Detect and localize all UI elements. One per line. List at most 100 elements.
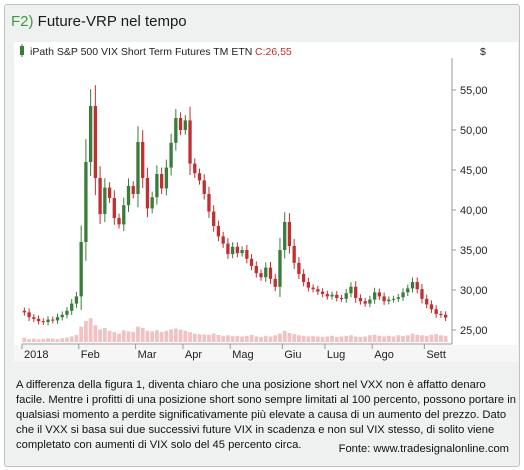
volume-bar (230, 336, 235, 342)
volume-bar (320, 336, 325, 342)
candle-body (368, 299, 372, 304)
candle-body (98, 178, 102, 214)
volume-bar (268, 336, 273, 342)
candle-body (443, 314, 448, 318)
candle-body (278, 250, 282, 287)
candle-body (240, 250, 244, 254)
volume-bar (415, 334, 420, 342)
volume-bar (197, 334, 202, 342)
volume-bar (344, 335, 349, 342)
volume-bar (221, 335, 226, 342)
volume-bar (287, 333, 292, 342)
volume-bar (211, 333, 216, 342)
candle-body (264, 267, 268, 278)
volume-bar (93, 325, 98, 342)
volume-bar (240, 336, 244, 342)
volume-bar (282, 330, 287, 342)
volume-bar (79, 326, 84, 342)
candle-body (107, 187, 112, 198)
volume-bar (278, 333, 282, 342)
candle-body (207, 194, 211, 212)
candle-body (283, 222, 287, 250)
volume-bar (150, 331, 155, 342)
legend-last-value: C:26,55 (255, 46, 292, 58)
candle-body (88, 106, 93, 162)
candle-body (202, 180, 206, 194)
volume-bar (325, 336, 330, 342)
source-credit: Fonte: www.tradesignalonline.com (338, 443, 509, 455)
candle-body (230, 246, 235, 254)
candle-body (287, 222, 292, 246)
candle-body (169, 142, 173, 168)
volume-bar (22, 337, 27, 342)
volume-bar (424, 335, 429, 342)
candle-body (387, 299, 391, 302)
candle-body (197, 173, 202, 181)
candle-body (41, 321, 45, 323)
x-tick-label: 2018 (24, 349, 48, 361)
candle-body (339, 298, 344, 299)
volume-bar (126, 331, 131, 342)
candle-body (429, 304, 434, 310)
volume-bar (117, 333, 121, 342)
candle-body (183, 120, 187, 130)
volume-bar (74, 335, 79, 342)
volume-bar (434, 334, 439, 342)
candle-body (55, 317, 60, 321)
candle-body (84, 162, 88, 242)
candle-body (131, 186, 135, 194)
volume-bar (136, 326, 140, 342)
volume-bar (202, 334, 207, 342)
volume-bar (65, 337, 69, 342)
candle-body (335, 294, 339, 298)
candle-body (74, 296, 79, 304)
volume-bar (349, 335, 353, 342)
candle-body (415, 282, 419, 290)
volume-bar (334, 336, 339, 342)
volume-bar (169, 329, 173, 342)
volume-bar (368, 335, 372, 342)
volume-bar (84, 321, 88, 342)
candle-body (391, 298, 396, 300)
candle-body (410, 282, 415, 289)
volume-bar (159, 331, 164, 342)
candle-body (51, 319, 55, 321)
volume-bar (297, 335, 301, 342)
candle-body (330, 294, 334, 297)
candle-body (377, 292, 382, 297)
candle-body (306, 282, 311, 288)
legend-series-name: iPath S&P 500 VIX Short Term Futures TM … (30, 46, 252, 58)
volume-bar (55, 339, 60, 342)
volume-bar (259, 336, 263, 342)
candle-body (406, 288, 410, 293)
volume-bar (358, 336, 363, 342)
candle-body (325, 294, 329, 297)
x-tick-label: Feb (81, 349, 100, 361)
volume-bar (173, 328, 178, 342)
volume-bar (36, 339, 41, 342)
volume-bar (396, 335, 401, 342)
candle-body (382, 296, 386, 302)
volume-bar (315, 336, 320, 342)
candle-body (60, 314, 64, 318)
volume-bar (401, 335, 405, 342)
candle-body (136, 142, 140, 194)
volume-bar (112, 332, 117, 342)
y-tick-label: 30,00 (460, 285, 488, 297)
candle-body (79, 242, 83, 297)
volume-bar (131, 331, 136, 342)
volume-bar (377, 335, 382, 342)
volume-bar (443, 335, 448, 342)
candle-body (354, 286, 358, 298)
volume-bar (192, 333, 197, 342)
volume-bar (50, 338, 55, 342)
volume-bar (31, 338, 36, 342)
candle-body (344, 293, 348, 299)
y-tick-label: 55,00 (460, 85, 488, 97)
volume-bar (410, 333, 415, 342)
candle-body (36, 318, 41, 322)
candle-body (70, 303, 74, 311)
volume-bar (301, 335, 306, 342)
volume-bar (145, 330, 150, 342)
candle-body (439, 314, 443, 315)
